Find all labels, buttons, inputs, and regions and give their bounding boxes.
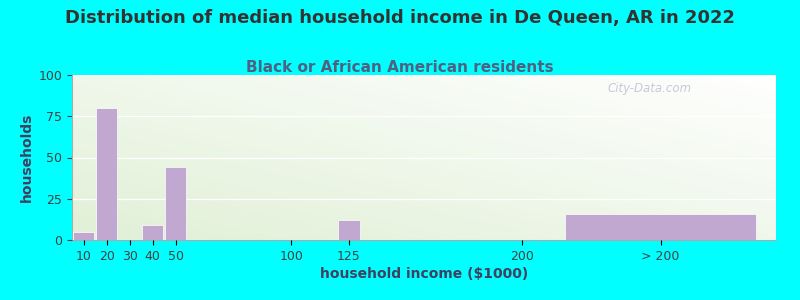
Bar — [338, 220, 360, 240]
Bar — [565, 214, 756, 240]
Text: Black or African American residents: Black or African American residents — [246, 60, 554, 75]
Bar — [73, 232, 94, 240]
Text: City-Data.com: City-Data.com — [607, 82, 691, 94]
Bar — [166, 167, 186, 240]
Text: Distribution of median household income in De Queen, AR in 2022: Distribution of median household income … — [65, 9, 735, 27]
X-axis label: household income ($1000): household income ($1000) — [320, 267, 528, 281]
Y-axis label: households: households — [20, 113, 34, 202]
Bar — [142, 225, 163, 240]
Bar — [96, 108, 118, 240]
